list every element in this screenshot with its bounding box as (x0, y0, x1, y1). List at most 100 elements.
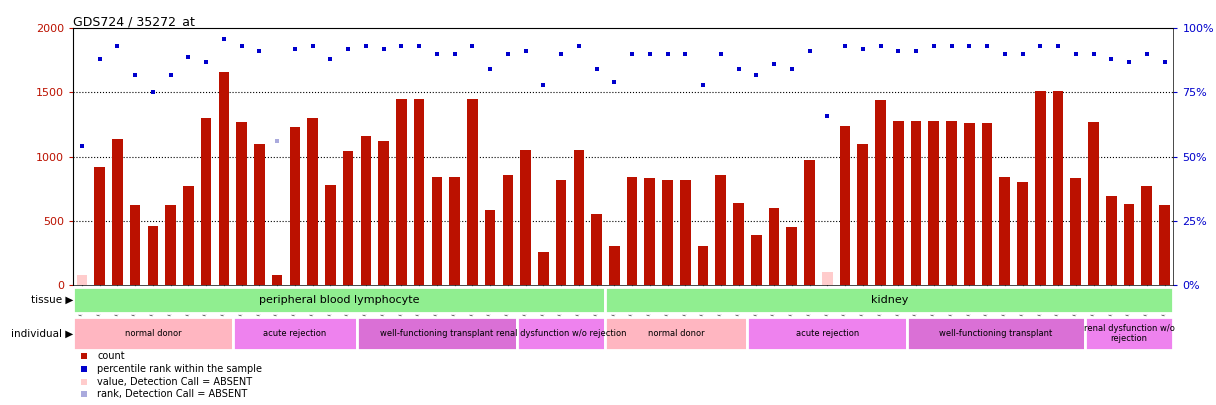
Point (924, 43, 944, 49)
Point (676, 51, 696, 57)
Point (658, 51, 677, 57)
Point (72, 143, 91, 149)
Point (551, 51, 570, 57)
Bar (1018, 182, 1028, 285)
Point (534, 81, 553, 88)
Text: acute rejection: acute rejection (263, 329, 326, 338)
Point (800, 48, 820, 55)
Point (1031, 43, 1051, 49)
Bar (606, 287, 1173, 313)
Bar (413, 99, 424, 285)
Bar (449, 177, 460, 285)
Text: percentile rank within the sample: percentile rank within the sample (97, 364, 263, 374)
Bar (876, 100, 886, 285)
Bar (715, 175, 726, 285)
Bar (964, 123, 975, 285)
Bar (308, 118, 317, 285)
Bar (77, 275, 88, 285)
Text: count: count (97, 351, 125, 361)
Bar (609, 246, 620, 285)
Point (1120, 58, 1139, 65)
Bar (981, 123, 992, 285)
Text: tissue ▶: tissue ▶ (30, 295, 73, 305)
Bar (769, 208, 779, 285)
Point (640, 51, 659, 57)
Text: GDS724 / 35272_at: GDS724 / 35272_at (73, 15, 195, 28)
Bar (748, 317, 907, 350)
Point (1137, 51, 1156, 57)
Bar (485, 211, 495, 285)
Point (835, 43, 855, 49)
Point (693, 81, 713, 88)
Bar (432, 177, 443, 285)
Bar (1085, 317, 1173, 350)
Bar (325, 185, 336, 285)
Point (392, 43, 411, 49)
Bar (289, 127, 300, 285)
Bar (907, 317, 1085, 350)
Point (373, 46, 393, 52)
Text: peripheral blood lymphocyte: peripheral blood lymphocyte (259, 295, 420, 305)
Bar (396, 99, 406, 285)
Bar (680, 180, 691, 285)
Point (747, 71, 766, 78)
Point (90, 56, 109, 62)
Point (249, 48, 269, 55)
Bar (644, 178, 655, 285)
Point (338, 46, 358, 52)
Bar (1159, 205, 1170, 285)
Point (569, 43, 589, 49)
Point (161, 71, 180, 78)
Point (782, 66, 801, 72)
Point (1066, 51, 1086, 57)
Bar (574, 150, 584, 285)
Bar (182, 186, 193, 285)
Bar (804, 160, 815, 285)
Bar (219, 72, 229, 285)
Text: normal donor: normal donor (648, 329, 705, 338)
Point (906, 48, 925, 55)
Point (1083, 51, 1103, 57)
Bar (1088, 122, 1099, 285)
Bar (165, 205, 176, 285)
Bar (502, 175, 513, 285)
Bar (893, 121, 903, 285)
Point (214, 35, 233, 42)
Text: renal dysfunction w/o
rejection: renal dysfunction w/o rejection (1083, 324, 1175, 343)
Point (765, 61, 784, 68)
Bar (857, 144, 868, 285)
Bar (130, 205, 140, 285)
Text: well-functioning transplant: well-functioning transplant (381, 329, 494, 338)
Text: renal dysfunction w/o rejection: renal dysfunction w/o rejection (496, 329, 626, 338)
Bar (556, 180, 567, 285)
Bar (1053, 91, 1063, 285)
Point (480, 66, 500, 72)
Point (303, 43, 322, 49)
Point (995, 51, 1014, 57)
Bar (840, 126, 850, 285)
Text: well-functioning transplant: well-functioning transplant (939, 329, 1053, 338)
Bar (1107, 196, 1116, 285)
Point (445, 51, 465, 57)
Point (499, 51, 518, 57)
Point (232, 43, 252, 49)
Bar (606, 317, 748, 350)
Bar (1070, 178, 1081, 285)
Point (107, 43, 126, 49)
Bar (236, 122, 247, 285)
Point (356, 43, 376, 49)
Point (1013, 51, 1032, 57)
Bar (537, 252, 548, 285)
Bar (591, 214, 602, 285)
Bar (95, 167, 105, 285)
Point (978, 43, 997, 49)
Bar (358, 317, 517, 350)
Bar (467, 99, 478, 285)
Point (143, 89, 163, 96)
Bar (73, 287, 606, 313)
Text: individual ▶: individual ▶ (11, 328, 73, 339)
Point (1155, 58, 1175, 65)
Bar (1124, 204, 1135, 285)
Bar (929, 121, 939, 285)
Bar (254, 144, 265, 285)
